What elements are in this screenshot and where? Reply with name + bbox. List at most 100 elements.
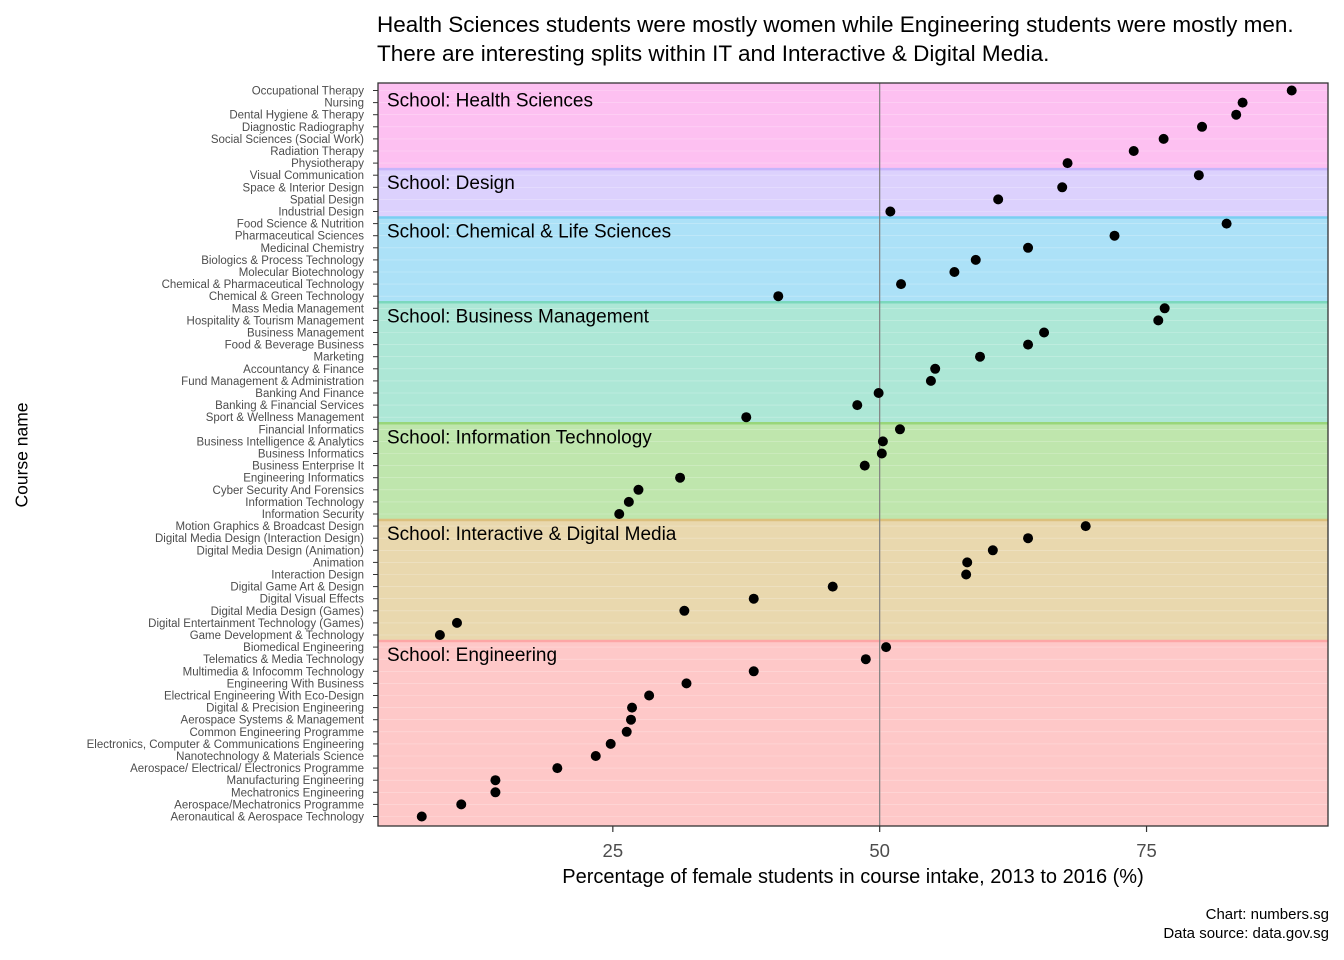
- data-point: [896, 279, 907, 290]
- data-point: [877, 436, 888, 447]
- y-tick-label: Digital Media Design (Animation): [197, 545, 365, 557]
- school-band: [378, 83, 1328, 170]
- school-label: School: Interactive & Digital Media: [387, 524, 677, 545]
- y-tick-label: Food Science & Nutrition: [237, 219, 364, 231]
- data-point: [1153, 315, 1164, 326]
- y-tick-label: Medicinal Chemistry: [260, 243, 364, 255]
- y-tick-label: Marketing: [314, 352, 365, 364]
- school-band: [378, 641, 1328, 826]
- data-point: [1023, 242, 1034, 253]
- data-point: [434, 630, 445, 640]
- data-point: [1159, 303, 1170, 314]
- data-point: [962, 557, 973, 568]
- data-point: [552, 763, 563, 774]
- y-tick-label: Fund Management & Administration: [181, 376, 364, 388]
- data-point: [614, 509, 625, 519]
- data-point: [949, 267, 960, 277]
- y-tick-label: Chemical & Pharmaceutical Technology: [162, 279, 365, 291]
- data-point: [748, 593, 759, 604]
- y-tick-label: Digital & Precision Engineering: [206, 703, 364, 715]
- data-point: [852, 400, 863, 411]
- y-tick-label: Food & Beverage Business: [225, 340, 365, 352]
- y-tick-label: Mass Media Management: [232, 303, 365, 315]
- data-point: [1062, 158, 1073, 169]
- y-tick-label: Digital Visual Effects: [260, 594, 365, 606]
- school-label: School: Chemical & Life Sciences: [387, 222, 671, 243]
- y-tick-label: Sport & Wellness Management: [206, 412, 365, 424]
- data-point: [1023, 339, 1034, 350]
- school-label: School: Design: [387, 173, 515, 194]
- data-point: [1231, 109, 1242, 120]
- school-band: [378, 217, 1328, 303]
- x-tick-label: 50: [869, 840, 890, 861]
- y-tick-label: Manufacturing Engineering: [227, 775, 364, 787]
- data-point: [987, 545, 998, 556]
- y-tick-label: Business Management: [247, 328, 365, 340]
- y-tick-label: Diagnostic Radiography: [242, 122, 364, 134]
- data-point: [1023, 533, 1034, 544]
- data-point: [451, 617, 462, 628]
- data-point: [894, 424, 905, 435]
- y-tick-label: Cyber Security And Forensics: [213, 485, 365, 497]
- data-point: [873, 388, 884, 398]
- data-point: [975, 351, 986, 362]
- y-tick-label: Business Informatics: [258, 449, 364, 461]
- data-point: [625, 714, 636, 725]
- y-tick-label: Accountancy & Finance: [243, 364, 364, 376]
- school-label: School: Business Management: [387, 306, 650, 327]
- y-axis-label: Course name: [11, 402, 32, 508]
- caption-source: Data source: data.gov.sg: [1163, 924, 1329, 942]
- y-tick-label: Digital Media Design (Interaction Design…: [155, 533, 364, 545]
- school-label: School: Health Sciences: [387, 91, 593, 112]
- data-point: [681, 678, 692, 689]
- y-tick-label: Electrical Engineering With Eco-Design: [164, 691, 364, 703]
- y-tick-label: Biologics & Process Technology: [201, 255, 364, 267]
- school-band: [378, 520, 1328, 642]
- data-point: [930, 363, 941, 374]
- chart-caption: Chart: numbers.sg Data source: data.gov.…: [1163, 906, 1329, 943]
- school-label: School: Information Technology: [387, 427, 652, 448]
- data-point: [416, 811, 427, 822]
- y-tick-label: Digital Entertainment Technology (Games): [148, 618, 364, 630]
- y-tick-label: Radiation Therapy: [270, 146, 364, 158]
- y-tick-label: Occupational Therapy: [252, 86, 365, 98]
- y-tick-label: Telematics & Media Technology: [203, 654, 364, 666]
- y-tick-label: Digital Media Design (Games): [211, 606, 365, 618]
- panel-border: [377, 82, 1329, 827]
- y-tick-label: Aerospace/Mechatronics Programme: [174, 799, 364, 811]
- data-point: [961, 569, 972, 580]
- school-band: [378, 423, 1328, 521]
- y-tick-label: Nursing: [324, 98, 364, 110]
- data-point: [881, 642, 892, 653]
- y-tick-label: Mechatronics Engineering: [231, 787, 364, 799]
- y-tick-label: Space & Interior Design: [243, 182, 364, 194]
- data-point: [1221, 218, 1232, 229]
- data-point: [859, 460, 870, 471]
- data-point: [1080, 521, 1091, 532]
- data-point: [876, 448, 887, 459]
- data-point: [748, 666, 759, 677]
- data-point: [679, 605, 690, 616]
- y-tick-label: Nanotechnology & Materials Science: [176, 751, 364, 763]
- x-tick-label: 75: [1136, 840, 1157, 861]
- y-tick-label: Business Enterprise It: [252, 461, 365, 473]
- y-tick-label: Animation: [313, 557, 364, 569]
- data-point: [827, 581, 838, 592]
- y-tick-label: Financial Informatics: [259, 424, 365, 436]
- data-point: [605, 738, 616, 749]
- y-tick-label: Dental Hygiene & Therapy: [229, 110, 364, 122]
- data-point: [885, 206, 896, 217]
- y-tick-label: Physiotherapy: [291, 158, 364, 170]
- y-tick-label: Hospitality & Tourism Management: [187, 315, 365, 327]
- data-point: [993, 194, 1004, 205]
- data-point: [456, 799, 467, 810]
- data-point: [1039, 327, 1050, 338]
- y-tick-label: Biomedical Engineering: [243, 642, 364, 654]
- x-axis-label: Percentage of female students in course …: [562, 866, 1144, 888]
- x-tick-label: 25: [603, 840, 624, 861]
- data-point: [627, 702, 638, 713]
- data-point: [675, 472, 686, 483]
- data-point: [623, 496, 634, 507]
- school-label: School: Engineering: [387, 645, 557, 666]
